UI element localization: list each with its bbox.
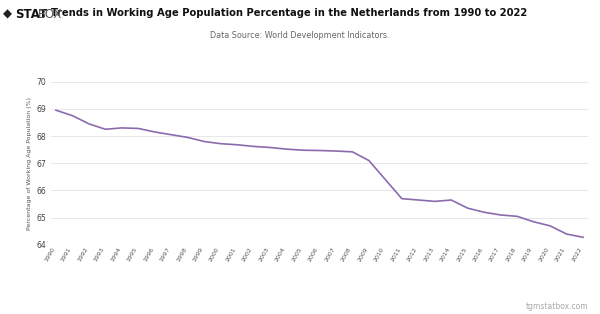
Y-axis label: Percentage of Working Age Population (%): Percentage of Working Age Population (%) — [27, 97, 32, 230]
Text: ◆: ◆ — [3, 8, 12, 21]
Text: Trends in Working Age Population Percentage in the Netherlands from 1990 to 2022: Trends in Working Age Population Percent… — [51, 8, 527, 18]
Text: tgmstatbox.com: tgmstatbox.com — [526, 302, 588, 311]
Text: Data Source: World Development Indicators.: Data Source: World Development Indicator… — [210, 31, 390, 41]
Text: STAT: STAT — [15, 8, 47, 21]
Text: BOX: BOX — [38, 8, 62, 21]
